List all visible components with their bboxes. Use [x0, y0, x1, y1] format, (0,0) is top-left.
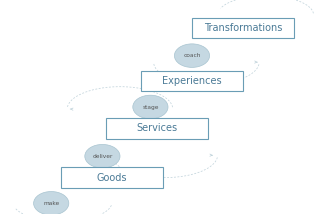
Text: Transformations: Transformations	[204, 23, 282, 33]
Text: Goods: Goods	[97, 173, 127, 183]
Text: coach: coach	[183, 53, 201, 58]
FancyBboxPatch shape	[61, 167, 163, 188]
FancyBboxPatch shape	[192, 18, 294, 38]
Circle shape	[133, 95, 168, 119]
Circle shape	[174, 44, 210, 67]
Circle shape	[34, 192, 69, 214]
FancyBboxPatch shape	[141, 71, 243, 92]
Circle shape	[85, 144, 120, 168]
Text: Experiences: Experiences	[162, 76, 222, 86]
Text: make: make	[43, 201, 59, 206]
Text: Services: Services	[136, 123, 177, 133]
Text: stage: stage	[142, 104, 159, 110]
Text: deliver: deliver	[92, 154, 113, 159]
FancyBboxPatch shape	[106, 118, 208, 139]
